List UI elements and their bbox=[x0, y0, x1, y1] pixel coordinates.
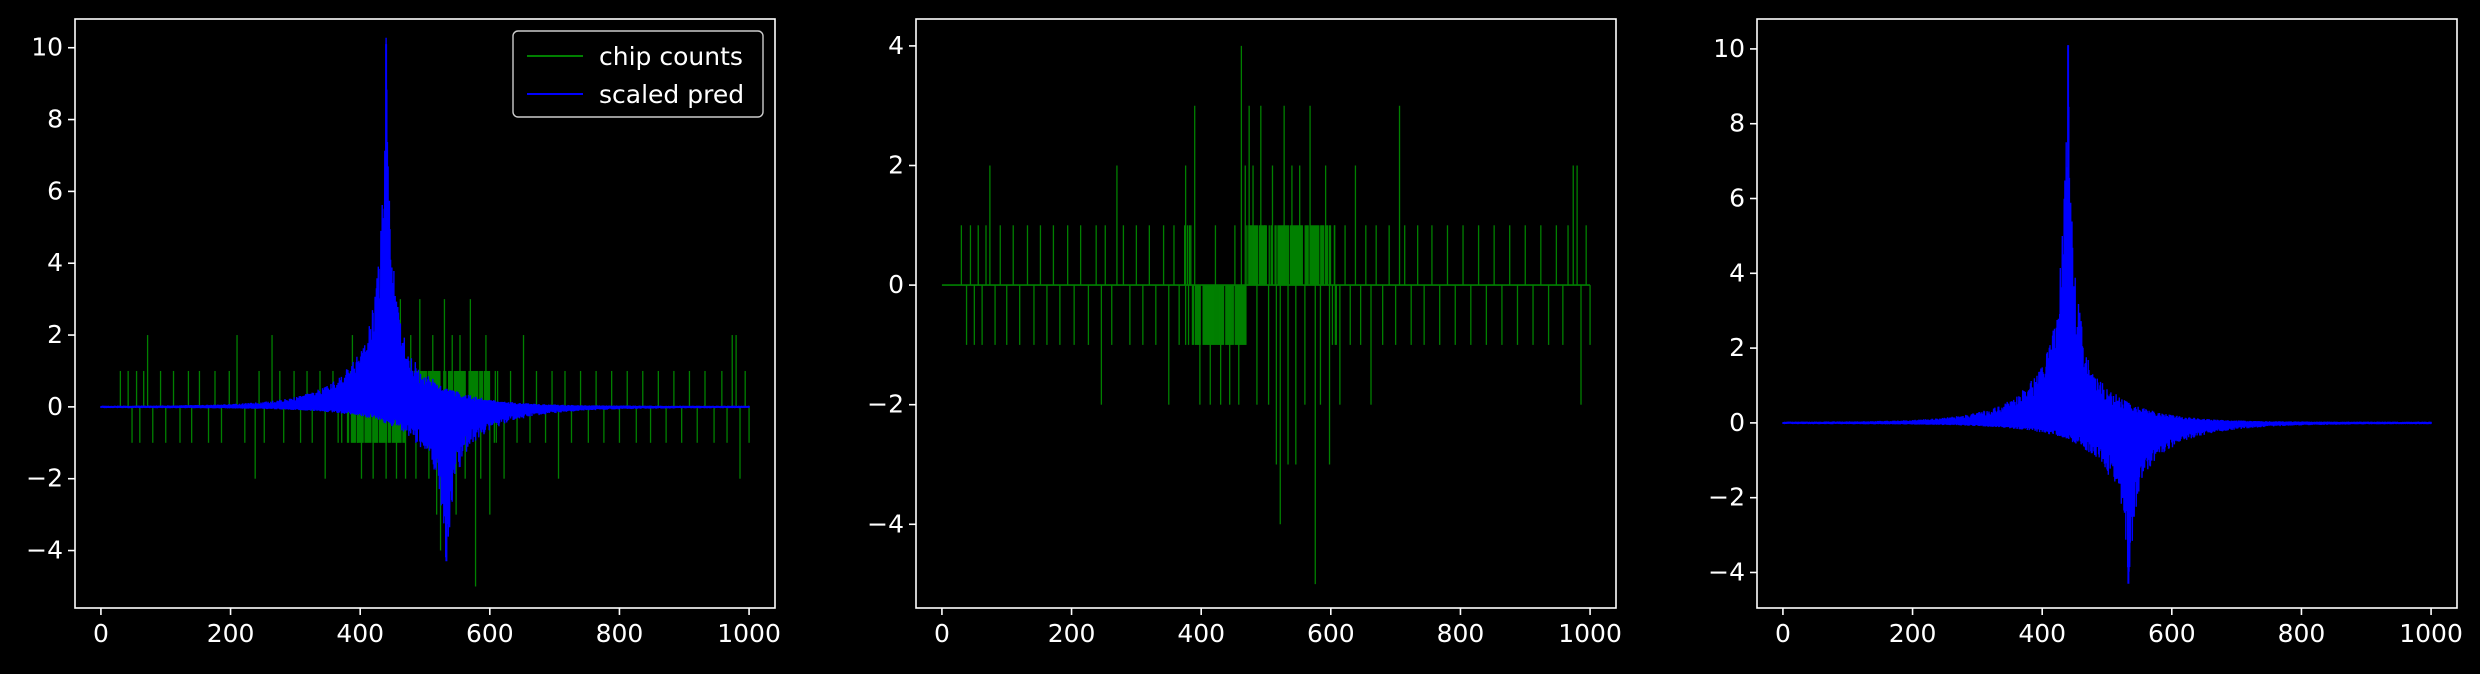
plot-area bbox=[941, 45, 1591, 585]
legend-label: scaled pred bbox=[599, 80, 744, 109]
y-tick-label: −4 bbox=[1708, 557, 1745, 586]
chart-panel-1: 0 200 400 600 800 1000 −4 −2 0 2 4 6 8 10 chip counts s… bbox=[26, 18, 781, 648]
y-tick-label: −4 bbox=[867, 509, 904, 538]
series-line-1 bbox=[1782, 45, 2432, 584]
x-tick-label: 800 bbox=[1437, 619, 1485, 648]
x-tick-label: 0 bbox=[934, 619, 950, 648]
series-scaled-pred bbox=[100, 37, 750, 562]
y-tick-label: 0 bbox=[888, 270, 904, 299]
x-tick-label: 1000 bbox=[2399, 619, 2463, 648]
y-tick-label: 2 bbox=[47, 320, 63, 349]
x-tick-label: 600 bbox=[2148, 619, 2196, 648]
legend-box bbox=[512, 30, 764, 118]
chart-panel-2: 0 200 400 600 800 1000 −4 −2 0 2 4 bbox=[867, 18, 1622, 648]
y-tick-label: 6 bbox=[47, 176, 63, 205]
y-tick-label: −2 bbox=[867, 390, 904, 419]
y-tick-label: 10 bbox=[1713, 34, 1745, 63]
pred-trace bbox=[100, 37, 750, 558]
x-tick-label: 1000 bbox=[1558, 619, 1622, 648]
y-tick-label: 2 bbox=[888, 151, 904, 180]
x-tick-label: 0 bbox=[1775, 619, 1791, 648]
y-tick-label: −2 bbox=[26, 464, 63, 493]
x-tick-label: 600 bbox=[466, 619, 514, 648]
y-tick-label: 0 bbox=[1729, 408, 1745, 437]
axes-frame bbox=[1756, 18, 2458, 609]
y-tick-label: −2 bbox=[1708, 483, 1745, 512]
y-tick-label: 4 bbox=[1729, 258, 1745, 287]
y-tick-label: 2 bbox=[1729, 333, 1745, 362]
y-tick-label: 8 bbox=[1729, 109, 1745, 138]
x-tick-label: 400 bbox=[336, 619, 384, 648]
y-tick-label: 8 bbox=[47, 105, 63, 134]
axes-frame bbox=[74, 18, 776, 609]
y-tick-label: −4 bbox=[26, 536, 63, 565]
chart-panel-3: 0 200 400 600 800 1000 −4 −2 0 2 4 6 8 10 bbox=[1708, 18, 2463, 648]
x-tick-label: 800 bbox=[2278, 619, 2326, 648]
x-tick-label: 200 bbox=[1889, 619, 1937, 648]
x-tick-label: 0 bbox=[93, 619, 109, 648]
y-tick-label: 4 bbox=[888, 31, 904, 60]
y-tick-label: 10 bbox=[31, 33, 63, 62]
x-tick-label: 200 bbox=[207, 619, 255, 648]
pred-trace bbox=[1782, 106, 2432, 572]
series-line-1 bbox=[941, 45, 1591, 585]
plot-area bbox=[1782, 45, 2432, 584]
legend-label: chip counts bbox=[599, 42, 743, 71]
x-tick-label: 200 bbox=[1048, 619, 1096, 648]
y-tick-label: 0 bbox=[47, 392, 63, 421]
y-tick-label: 4 bbox=[47, 248, 63, 277]
x-tick-label: 400 bbox=[2018, 619, 2066, 648]
x-tick-label: 1000 bbox=[717, 619, 781, 648]
y-tick-label: 6 bbox=[1729, 184, 1745, 213]
axes-frame bbox=[915, 18, 1617, 609]
x-tick-label: 600 bbox=[1307, 619, 1355, 648]
x-tick-label: 800 bbox=[596, 619, 644, 648]
x-tick-label: 400 bbox=[1177, 619, 1225, 648]
plot-area bbox=[100, 37, 750, 587]
legend: chip counts scaled pred bbox=[512, 30, 764, 118]
